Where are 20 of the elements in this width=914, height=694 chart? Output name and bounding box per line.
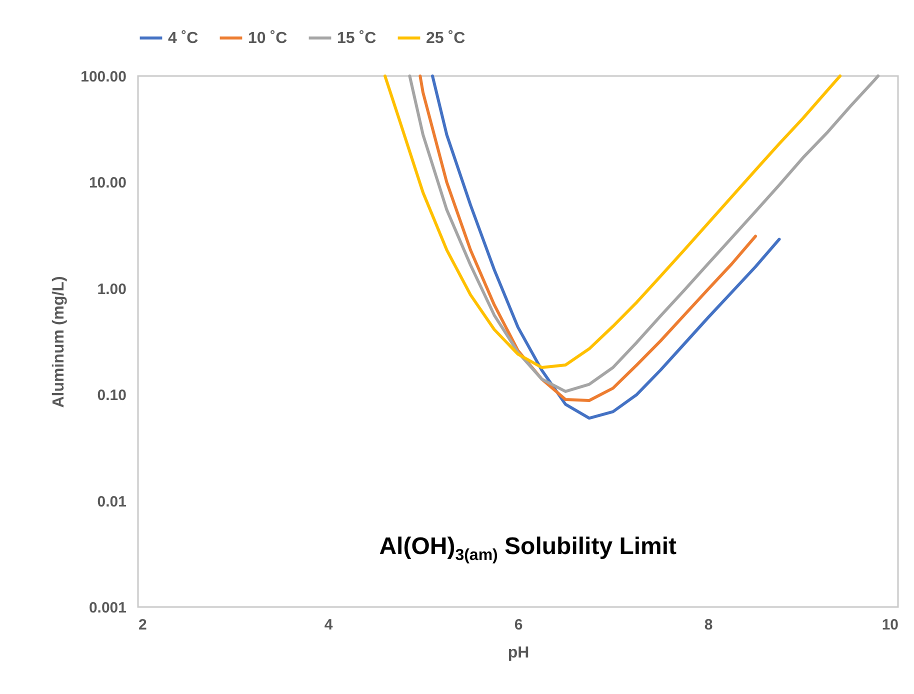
line-series — [384, 74, 842, 369]
y-tick-label: 0.10 — [97, 387, 126, 404]
x-tick-label: 8 — [704, 616, 713, 634]
annotation: Al(OH)$_{3(am)}$ Solubility Limit — [379, 532, 677, 564]
line-series — [408, 74, 880, 393]
y-tick-label: 10.00 — [88, 174, 126, 192]
x-axis-title: pH — [508, 644, 530, 662]
legend-label: 15 ˚C — [337, 30, 377, 47]
legend-label: 10 ˚C — [248, 30, 288, 47]
x-tick-label: 6 — [514, 616, 523, 634]
y-axis-title: Aluminum (mg/L) — [50, 276, 68, 408]
y-tick-label: 0.001 — [88, 600, 126, 616]
legend-label: 4 ˚C — [168, 30, 199, 47]
y-tick-label: 100.00 — [80, 68, 126, 86]
x-tick-label: 10 — [882, 616, 898, 634]
legend-label: 25 ˚C — [426, 30, 466, 47]
x-tick-label: 4 — [324, 616, 334, 634]
y-tick-label: 1.00 — [97, 280, 126, 298]
y-tick-label: 0.01 — [97, 493, 126, 510]
x-tick-label: 2 — [138, 616, 147, 634]
